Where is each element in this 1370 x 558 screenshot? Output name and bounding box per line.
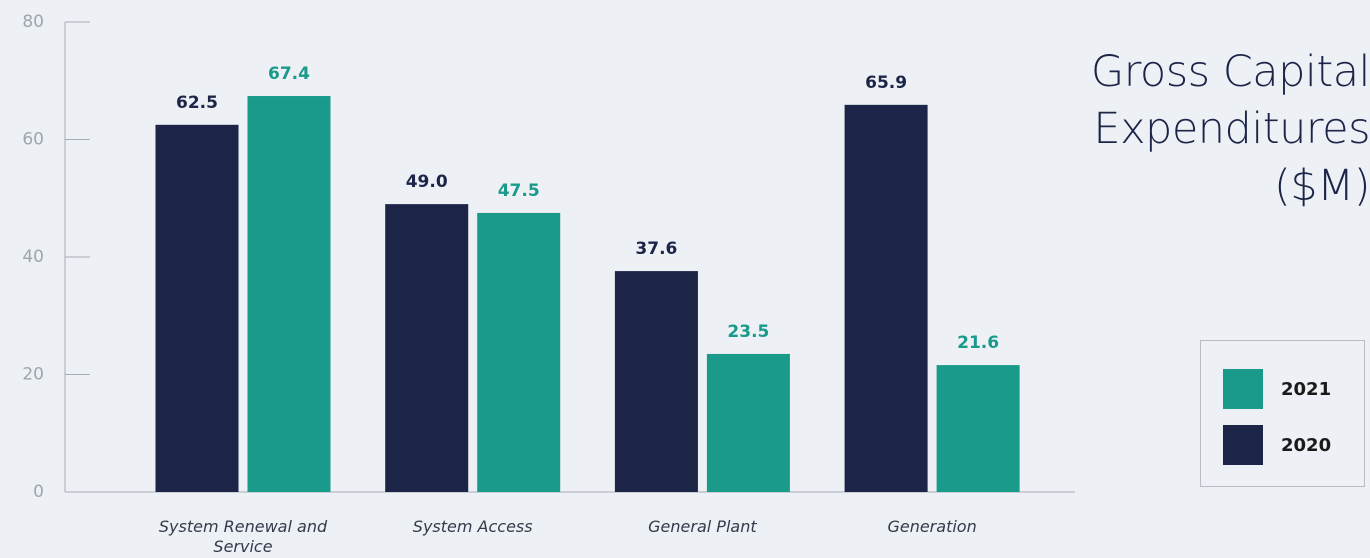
value-label: 67.4 [268,64,310,84]
legend-item: 2020 [1223,425,1331,465]
y-tick-label: 40 [22,247,44,267]
value-label: 65.9 [865,73,907,93]
bar [247,96,331,493]
value-label: 49.0 [406,172,448,192]
value-label: 62.5 [176,93,218,113]
legend-label: 2021 [1281,378,1332,400]
x-tick-label: General Plant [648,517,757,536]
bar [844,104,928,493]
x-tick-label: Generation [887,517,977,536]
x-tick-label: System Access [412,517,533,536]
y-tick-label: 80 [22,12,44,32]
legend-swatch [1223,425,1263,465]
bar [706,353,790,492]
value-label: 23.5 [727,322,769,342]
legend-swatch [1223,369,1263,409]
bar [614,271,698,492]
legend: 2021 2020 [1200,340,1365,487]
bar [477,212,561,492]
legend-item: 2021 [1223,369,1331,409]
value-label: 21.6 [957,333,999,353]
bar [385,204,469,492]
value-label: 47.5 [498,181,540,201]
bar [155,124,239,492]
y-tick-label: 60 [22,130,44,150]
value-label: 37.6 [635,239,677,259]
legend-label: 2020 [1281,434,1332,456]
chart-title: Gross Capital Expenditures ($M) [1090,47,1370,211]
bar [936,365,1020,492]
y-tick-label: 0 [33,482,44,502]
y-tick-label: 20 [22,365,44,385]
x-tick-label: System Renewal and Service [158,517,328,556]
